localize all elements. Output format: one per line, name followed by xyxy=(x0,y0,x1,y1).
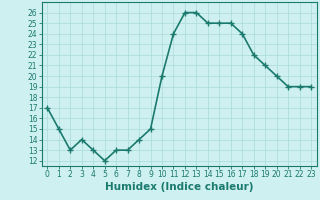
X-axis label: Humidex (Indice chaleur): Humidex (Indice chaleur) xyxy=(105,182,253,192)
